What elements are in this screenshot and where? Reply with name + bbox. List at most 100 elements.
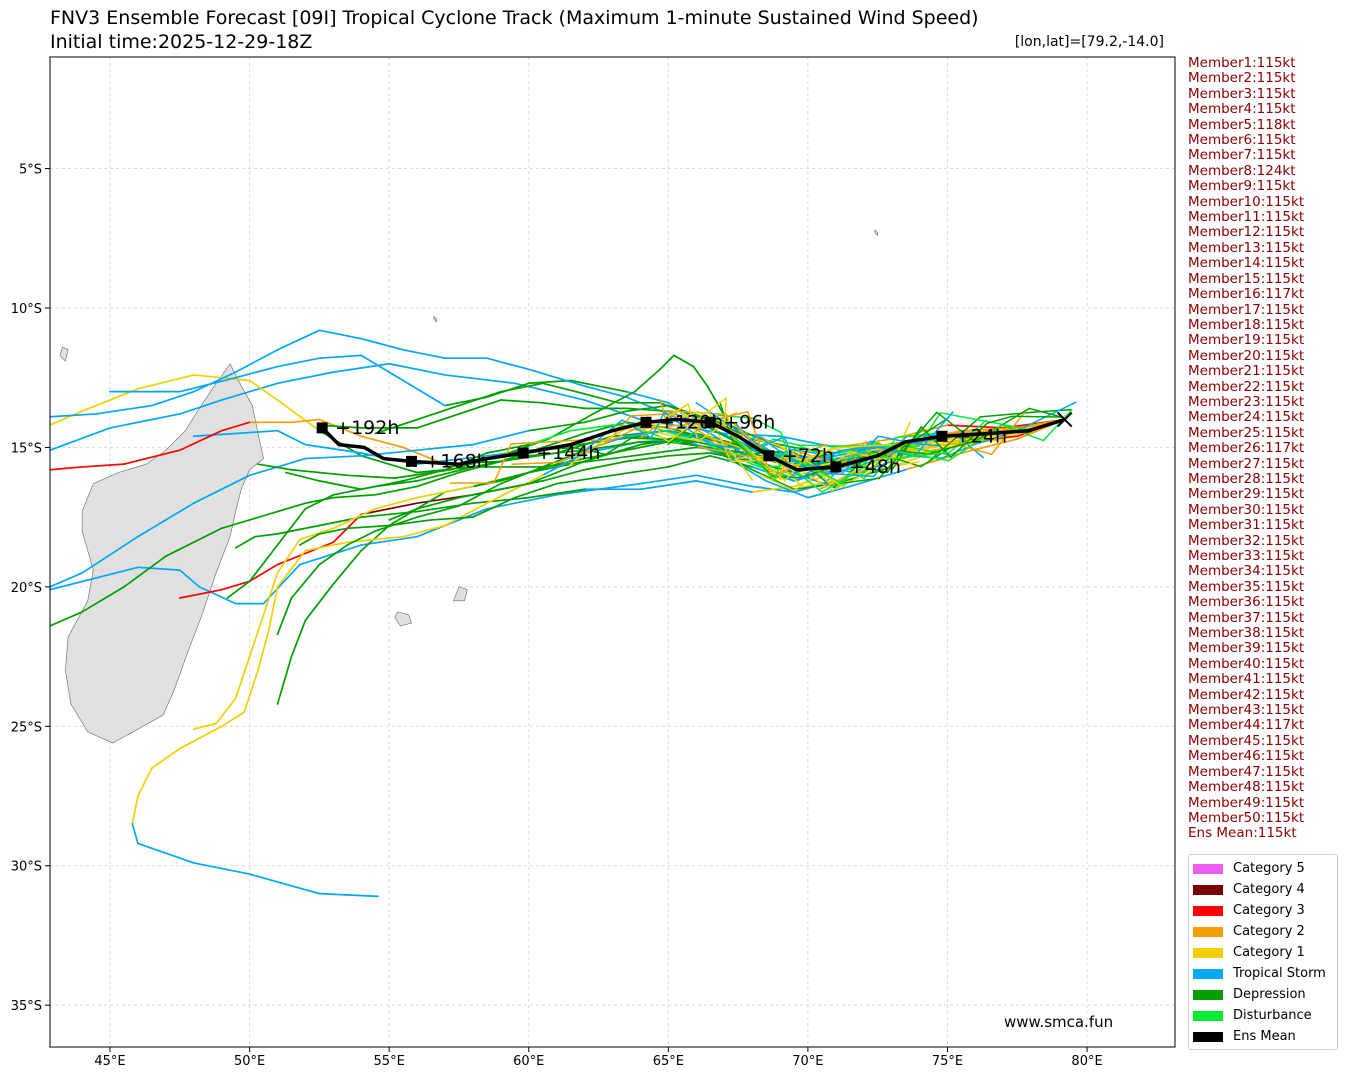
member-fan-segment (821, 455, 884, 493)
member-fan-segment (890, 451, 949, 460)
axis-ticks: 45°E 50°E 55°E 60°E 65°E 70°E 75°E 80°E 5°S 10°S 1… (11, 163, 1103, 1069)
member-fan-segment (708, 443, 740, 450)
member-track-segment (234, 535, 257, 549)
member-track-segment (360, 454, 418, 474)
member-fan-segment (493, 443, 512, 484)
y-tick-label: 20°S (11, 581, 42, 596)
member-fan-segment (915, 411, 938, 437)
member-track-segment (248, 873, 321, 895)
legend-item: Category 1 (1189, 942, 1337, 963)
member-track-segment (709, 452, 753, 463)
member-track-segment (728, 424, 767, 443)
member-fan-segment (873, 460, 920, 471)
member-fan-segment (603, 428, 635, 445)
member-intensity-item: Member48:115kt (1188, 779, 1305, 796)
member-track-segment (131, 823, 139, 845)
member-intensity-item: Member32:115kt (1188, 532, 1305, 549)
member-track-segment (151, 390, 195, 407)
member-track-segment (388, 507, 418, 521)
member-intensity-item: Member16:117kt (1188, 286, 1305, 303)
member-track-segment (583, 385, 628, 399)
member-fan-segment (844, 462, 889, 474)
member-fan-segment (891, 426, 922, 471)
member-track-segment (416, 404, 460, 421)
x-tick-label: 65°E (653, 1054, 684, 1069)
member-track-segment (444, 502, 488, 527)
member-fan-segment (801, 479, 837, 488)
member-track-segment (625, 390, 670, 404)
member-track-segment (50, 572, 83, 588)
member-track-segment (318, 354, 363, 360)
member-track-segment (81, 535, 139, 574)
member-fan-segment (840, 435, 880, 475)
member-track-segment (137, 842, 195, 864)
member-track-segment (318, 329, 363, 340)
member-intensity-item: Member18:115kt (1188, 316, 1305, 333)
member-track-segment (276, 399, 321, 432)
member-track-segment (472, 496, 516, 518)
member-intensity-item: Member26:117kt (1188, 440, 1305, 457)
land-agalega (433, 315, 437, 323)
member-fan-segment (558, 442, 605, 464)
legend-label: Ens Mean (1233, 1029, 1296, 1044)
member-fan-segment (756, 434, 798, 464)
land-masses (59, 229, 878, 744)
legend-label: Category 1 (1233, 945, 1305, 960)
land-reunion (394, 611, 412, 627)
y-tick-label: 30°S (11, 860, 42, 875)
member-track-segment (298, 527, 335, 541)
member-track-segment (137, 767, 153, 797)
x-tick-label: 75°E (932, 1054, 963, 1069)
member-track-segment (807, 485, 851, 499)
member-fan-segment (831, 468, 876, 492)
member-track-segment (192, 862, 251, 875)
member-track-segment (304, 583, 335, 622)
legend-swatch (1193, 1010, 1223, 1021)
member-fan-segment (772, 475, 801, 479)
member-track-segment (765, 480, 809, 499)
member-intensity-item: Member45:115kt (1188, 732, 1305, 749)
member-track-segment (499, 466, 544, 485)
member-track-segment (793, 446, 837, 454)
legend-item: Depression (1189, 984, 1337, 1005)
y-tick-label: 25°S (11, 720, 42, 735)
member-track-segment (360, 435, 404, 449)
legend: Category 5 Category 4 Category 3 Category 2… (1188, 854, 1338, 1050)
member-track-segment (555, 474, 614, 485)
member-fan-segment (605, 437, 633, 456)
member-track-segment (50, 566, 139, 591)
member-fan-segment (650, 411, 665, 439)
member-intensity-item: Member34:115kt (1188, 563, 1305, 580)
member-fan-segment (598, 416, 649, 444)
member-track-segment (458, 390, 502, 407)
y-tick-label: 35°S (11, 999, 42, 1014)
member-track-segment (667, 454, 712, 468)
member-track-segment (583, 440, 642, 452)
x-tick-label: 55°E (374, 1054, 405, 1069)
member-track-segment (527, 379, 572, 385)
member-track-segment (575, 390, 619, 404)
member-intensity-item: Member44:117kt (1188, 717, 1305, 734)
member-track-segment (388, 362, 446, 376)
member-track-segment (81, 388, 139, 413)
member-fan-segment (800, 446, 834, 459)
member-track-segment (486, 443, 530, 454)
member-intensity-item: Member14:115kt (1188, 255, 1305, 272)
y-tick-label: 15°S (11, 441, 42, 456)
member-track-segment (290, 418, 321, 424)
member-track-segment (276, 549, 307, 588)
member-track-segment (946, 424, 1005, 429)
member-fan-segment (787, 443, 828, 460)
member-fan-segment (723, 431, 748, 448)
member-track-segment (318, 527, 349, 535)
member-intensity-item: Member6:115kt (1188, 132, 1296, 149)
member-intensity-item: Member50:115kt (1188, 809, 1305, 826)
member-intensity-item: Member5:118kt (1188, 116, 1296, 133)
member-intensity-item: Member39:115kt (1188, 640, 1305, 657)
member-track-segment (257, 463, 293, 471)
member-fan-segment (780, 431, 790, 458)
member-track-segment (178, 569, 201, 588)
ens-mean-marker (406, 455, 418, 467)
member-intensity-item: Member4:115kt (1188, 101, 1296, 118)
